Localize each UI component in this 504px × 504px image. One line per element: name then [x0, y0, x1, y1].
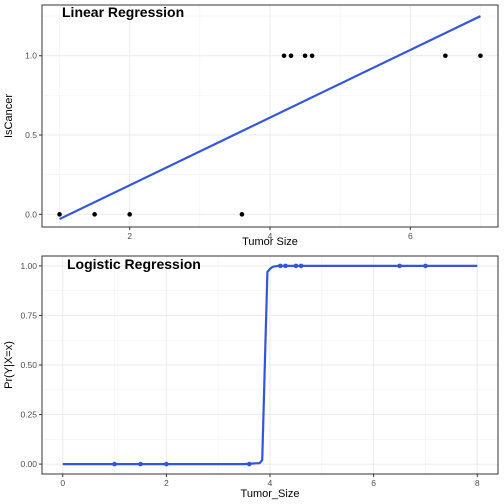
y-tick-label: 0.00	[20, 459, 37, 469]
y-tick-label: 1.0	[25, 51, 37, 61]
chart-panel-2: 0 2 4 6 8 0.00 0.25 0.50 0.75 1.00 Tumor_Size Pr(Y|…	[3, 255, 499, 500]
y-tick-label: 0.5	[25, 130, 37, 140]
x-tick-label: 4	[268, 478, 273, 488]
data-point	[57, 212, 62, 217]
regression-line	[59, 15, 481, 221]
data-point	[92, 212, 97, 217]
data-point	[246, 461, 252, 467]
data-point	[309, 53, 315, 59]
x-axis-title: Tumor Size	[242, 236, 298, 248]
data-point	[478, 53, 483, 59]
y-tick-label: 0.75	[20, 310, 37, 320]
y-axis-title: IsCancer	[3, 94, 15, 138]
data-point	[281, 53, 287, 59]
data-point	[283, 263, 288, 269]
data-point	[443, 53, 448, 59]
y-tick-label: 0.50	[20, 360, 37, 370]
plot-title: Logistic Regression	[67, 256, 201, 272]
data-point	[138, 461, 143, 467]
x-tick-label: 4	[268, 231, 273, 241]
data-point	[423, 263, 428, 269]
y-tick-label: 1.00	[20, 261, 37, 271]
x-tick-label: 2	[127, 231, 132, 241]
data-point	[302, 53, 308, 59]
x-axis-title: Tumor_Size	[241, 488, 300, 500]
plot-title: Linear Regression	[62, 4, 184, 20]
data-point	[127, 212, 132, 217]
y-axis-title: Pr(Y|X=x)	[3, 341, 15, 389]
y-tick-label: 0.25	[20, 410, 37, 420]
x-tick-label: 8	[475, 478, 480, 488]
x-tick-label: 0	[60, 478, 65, 488]
x-tick-label: 2	[164, 478, 169, 488]
x-tick-label: 6	[371, 478, 376, 488]
data-point	[293, 263, 299, 269]
data-point	[112, 461, 117, 467]
data-point	[164, 461, 169, 467]
chart-panel-1: 2 4 6 0.0 0.5 1.0 Tumor Size IsCancer Linear Reg…	[3, 4, 499, 248]
data-point	[239, 212, 245, 217]
data-point	[288, 53, 294, 59]
y-tick-label: 0.0	[25, 209, 37, 219]
data-point	[278, 263, 283, 269]
data-point	[397, 263, 402, 269]
x-tick-label: 6	[408, 231, 413, 241]
data-point	[298, 263, 304, 269]
